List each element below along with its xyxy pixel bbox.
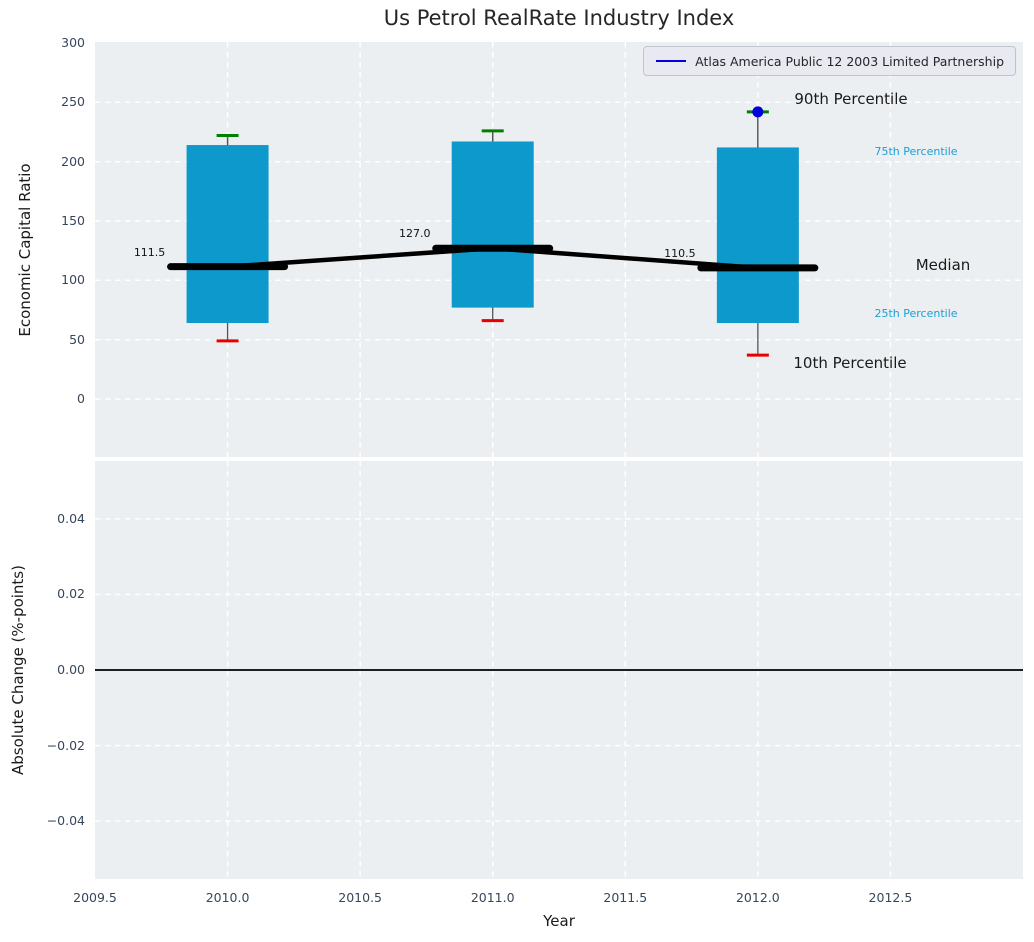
median-value-label-2010: 111.5 — [120, 246, 180, 260]
x-tick: 2012.5 — [858, 890, 922, 906]
y-tick-bottom: −0.02 — [33, 738, 85, 754]
y-tick-top: 200 — [33, 154, 85, 170]
y-tick-top: 250 — [33, 94, 85, 110]
x-tick: 2010.0 — [196, 890, 260, 906]
box-2011 — [452, 141, 534, 307]
annotation-90th-percentile: 90th Percentile — [761, 91, 941, 108]
x-tick: 2012.0 — [726, 890, 790, 906]
y-tick-bottom: −0.04 — [33, 813, 85, 829]
x-tick: 2009.5 — [63, 890, 127, 906]
median-value-label-2011: 127.0 — [385, 227, 445, 241]
legend-line-sample — [656, 60, 686, 62]
annotation-25th-percentile: 25th Percentile — [826, 308, 1006, 320]
y-axis-label-top: Economic Capital Ratio — [15, 40, 35, 460]
y-tick-top: 300 — [33, 35, 85, 51]
x-tick: 2011.0 — [461, 890, 525, 906]
annotation-10th-percentile: 10th Percentile — [760, 355, 940, 372]
median-value-label-2012: 110.5 — [650, 247, 710, 261]
company-marker — [752, 106, 763, 117]
y-tick-bottom: 0.04 — [33, 511, 85, 527]
y-tick-top: 0 — [33, 391, 85, 407]
y-tick-bottom: 0.02 — [33, 586, 85, 602]
y-tick-top: 150 — [33, 213, 85, 229]
box-2010 — [187, 145, 269, 323]
y-tick-top: 50 — [33, 332, 85, 348]
box-2012 — [717, 147, 799, 323]
legend-label: Atlas America Public 12 2003 Limited Par… — [695, 54, 1004, 69]
y-tick-top: 100 — [33, 272, 85, 288]
x-tick: 2011.5 — [593, 890, 657, 906]
chart-title: Us Petrol RealRate Industry Index — [95, 6, 1023, 30]
x-axis-label: Year — [95, 912, 1023, 930]
figure: Us Petrol RealRate Industry Index Econom… — [0, 0, 1034, 942]
y-axis-label-bottom: Absolute Change (%-points) — [8, 460, 28, 880]
y-tick-bottom: 0.00 — [33, 662, 85, 678]
annotation-75th-percentile: 75th Percentile — [826, 146, 1006, 158]
legend: Atlas America Public 12 2003 Limited Par… — [643, 46, 1016, 76]
x-tick: 2010.5 — [328, 890, 392, 906]
annotation-median: Median — [853, 257, 1033, 274]
chart-canvas — [0, 0, 1034, 942]
